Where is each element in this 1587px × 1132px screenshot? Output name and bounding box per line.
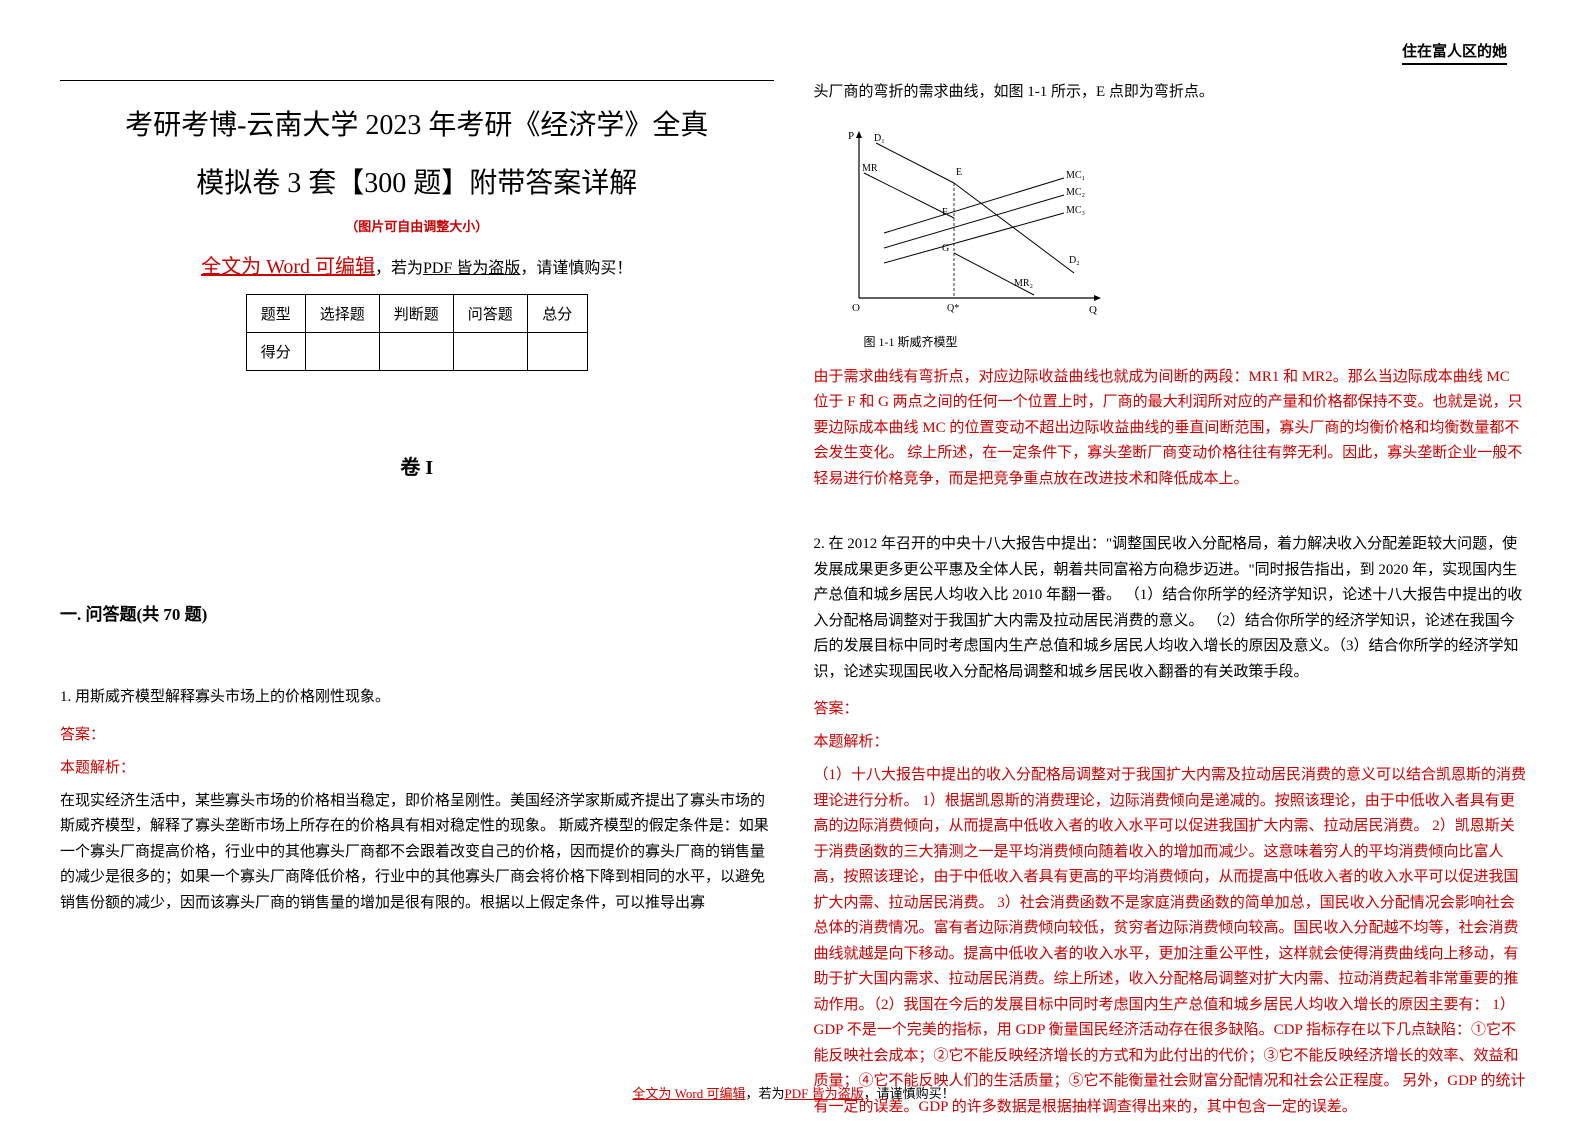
td-empty	[453, 333, 527, 371]
label-mc2: MC₂	[1066, 187, 1085, 198]
td-score-label: 得分	[246, 333, 305, 371]
right-para1: 由于需求曲线有弯折点，对应边际收益曲线也就成为间断的两段：MR1 和 MR2。那…	[814, 365, 1528, 493]
footer-note: 全文为 Word 可编辑，若为PDF 皆为盗版，请谨慎购买！	[632, 1083, 954, 1102]
right-intro: 头厂商的弯折的需求曲线，如图 1-1 所示，E 点即为弯折点。	[814, 80, 1528, 106]
label-mc1: MC₁	[1066, 170, 1085, 181]
footer-sep1: ，若为	[745, 1086, 784, 1101]
table-row: 得分	[246, 333, 587, 371]
td-empty	[379, 333, 453, 371]
edit-word: 全文为 Word 可编辑	[201, 256, 375, 278]
chart-caption: 图 1-1 斯威齐模型	[864, 333, 1528, 350]
label-mr: MR	[862, 163, 878, 174]
label-e: E	[956, 167, 962, 178]
label-mr2: MR₂	[1014, 278, 1033, 289]
title-line-1: 考研考博-云南大学 2023 年考研《经济学》全真	[60, 101, 774, 151]
label-qstar: Q*	[947, 303, 959, 314]
footer-pdf: PDF 皆为盗版	[784, 1086, 863, 1101]
th-total: 总分	[527, 295, 587, 333]
th-essay: 问答题	[453, 295, 527, 333]
q1-text: 1. 用斯威齐模型解释寡头市场上的价格刚性现象。	[60, 685, 774, 711]
label-mc3: MC₃	[1066, 205, 1085, 216]
q2-analysis: （1）十八大报告中提出的收入分配格局调整对于我国扩大内需及拉动居民消费的意义可以…	[814, 763, 1528, 1120]
volume-title: 卷 I	[60, 451, 774, 480]
label-f: F	[942, 207, 948, 218]
sweezy-diagram: P O Q D₁ E D₂ MR Q* F G MR₂ MC₁	[834, 123, 1114, 323]
td-empty	[527, 333, 587, 371]
th-choice: 选择题	[305, 295, 379, 333]
label-d1: D₁	[874, 133, 885, 144]
q2-analysis-label: 本题解析：	[814, 730, 1528, 751]
th-type: 题型	[246, 295, 305, 333]
td-empty	[305, 333, 379, 371]
label-d2: D₂	[1069, 255, 1080, 266]
label-q: Q	[1089, 304, 1097, 316]
footer-word: 全文为 Word 可编辑	[632, 1086, 745, 1101]
left-column: 考研考博-云南大学 2023 年考研《经济学》全真 模拟卷 3 套【300 题】…	[60, 80, 774, 1132]
q1-answer-label: 答案：	[60, 723, 774, 744]
th-judge: 判断题	[379, 295, 453, 333]
section-title: 一. 问答题(共 70 题)	[60, 600, 774, 625]
table-row: 题型 选择题 判断题 问答题 总分	[246, 295, 587, 333]
label-g: G	[942, 243, 949, 254]
q2-text: 2. 在 2012 年召开的中央十八大报告中提出："调整国民收入分配格局，着力解…	[814, 532, 1528, 685]
edit-sep2: ，请谨慎购买！	[520, 260, 632, 277]
score-table: 题型 选择题 判断题 问答题 总分 得分	[246, 294, 588, 371]
q1-analysis: 在现实经济生活中，某些寡头市场的价格相当稳定，即价格呈刚性。美国经济学家斯威齐提…	[60, 789, 774, 917]
page-container: 考研考博-云南大学 2023 年考研《经济学》全真 模拟卷 3 套【300 题】…	[60, 80, 1527, 1132]
right-column: 头厂商的弯折的需求曲线，如图 1-1 所示，E 点即为弯折点。 P O Q D₁…	[814, 80, 1528, 1132]
q1-analysis-label: 本题解析：	[60, 756, 774, 777]
q2-answer-label: 答案：	[814, 697, 1528, 718]
edit-pdf: PDF 皆为盗版	[423, 260, 520, 277]
title-line-2: 模拟卷 3 套【300 题】附带答案详解	[60, 161, 774, 201]
edit-notice: 全文为 Word 可编辑，若为PDF 皆为盗版，请谨慎购买！	[60, 250, 774, 279]
label-p: P	[848, 130, 854, 142]
footer-sep2: ，请谨慎购买！	[864, 1086, 955, 1101]
header-author: 住在富人区的她	[1402, 40, 1507, 65]
edit-sep1: ，若为	[375, 260, 423, 277]
size-note: （图片可自由调整大小）	[60, 216, 774, 235]
label-o: O	[852, 302, 860, 314]
